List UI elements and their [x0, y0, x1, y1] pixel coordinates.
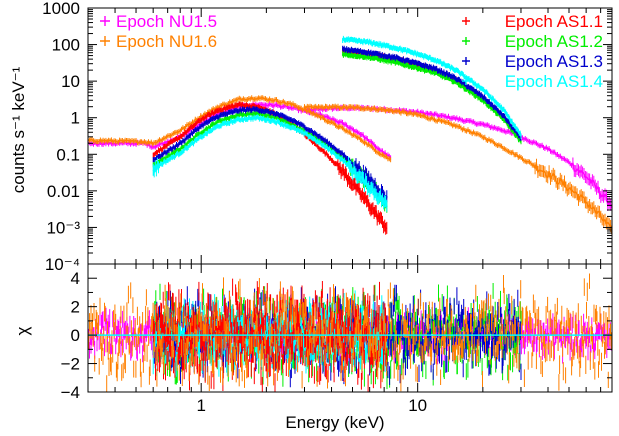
series-line: [153, 107, 388, 202]
legend-label: Epoch AS1.1: [505, 12, 603, 31]
legend-marker: [462, 57, 470, 65]
series-line: [152, 102, 388, 230]
y-tick-label: 1: [71, 109, 80, 128]
legend-marker: [462, 17, 470, 25]
series-epoch-as1-4: [152, 114, 388, 212]
residuals-layer: [88, 273, 612, 392]
series-line: [341, 46, 522, 140]
residual-band: [88, 273, 612, 392]
y-tick-label: 10⁻⁴: [45, 255, 80, 274]
chi-tick-label: 2: [71, 298, 80, 317]
y-tick-label: 10⁻³: [46, 218, 80, 237]
legend-label: Epoch AS1.3: [505, 52, 603, 71]
y-axis-title: counts s⁻¹ keV⁻¹: [9, 66, 28, 193]
residual-axis-title: χ: [13, 326, 32, 335]
legend-marker: [462, 37, 470, 45]
chi-tick-label: 0: [71, 326, 80, 345]
series-epoch-as1-4-hard: [341, 35, 522, 139]
y-tick-label: 0.01: [47, 182, 80, 201]
chi-tick-label: 4: [71, 269, 80, 288]
y-tick-label: 0.1: [56, 145, 80, 164]
x-tick-label: 10: [408, 396, 427, 415]
spectra-layer: [88, 35, 612, 241]
legend-label: Epoch NU1.5: [116, 12, 217, 31]
series-line: [152, 115, 388, 206]
x-axis-title: Energy (keV): [285, 413, 384, 432]
chi-tick-label: −2: [61, 355, 80, 374]
y-tick-label: 1000: [42, 0, 80, 18]
series-line: [341, 52, 522, 143]
legend-marker: [100, 16, 110, 26]
legend-label: Epoch AS1.4: [505, 72, 603, 91]
error-bars: [342, 51, 522, 145]
series-epoch-as1-2-hard: [341, 51, 522, 145]
series-epoch-nu1-6-soft: [88, 95, 392, 163]
legend-marker: [462, 77, 470, 85]
series-epoch-as1-3-hard: [341, 45, 522, 141]
series-line: [303, 105, 612, 235]
residuals-frame: [87, 263, 613, 393]
series-epoch-nu1-5: [304, 104, 612, 215]
legend-label: Epoch NU1.6: [116, 32, 217, 51]
series-line: [341, 36, 522, 137]
legend-label: Epoch AS1.2: [505, 32, 603, 51]
residuals-panel: 1 10 −4 −2 0 2 4: [61, 263, 613, 415]
y-tick-label: 10: [61, 72, 80, 91]
chi-tick-label: −4: [61, 383, 80, 402]
x-tick-label: 1: [196, 396, 205, 415]
series-line: [88, 96, 392, 161]
y-tick-label: 100: [52, 36, 80, 55]
legend-marker: [100, 36, 110, 46]
